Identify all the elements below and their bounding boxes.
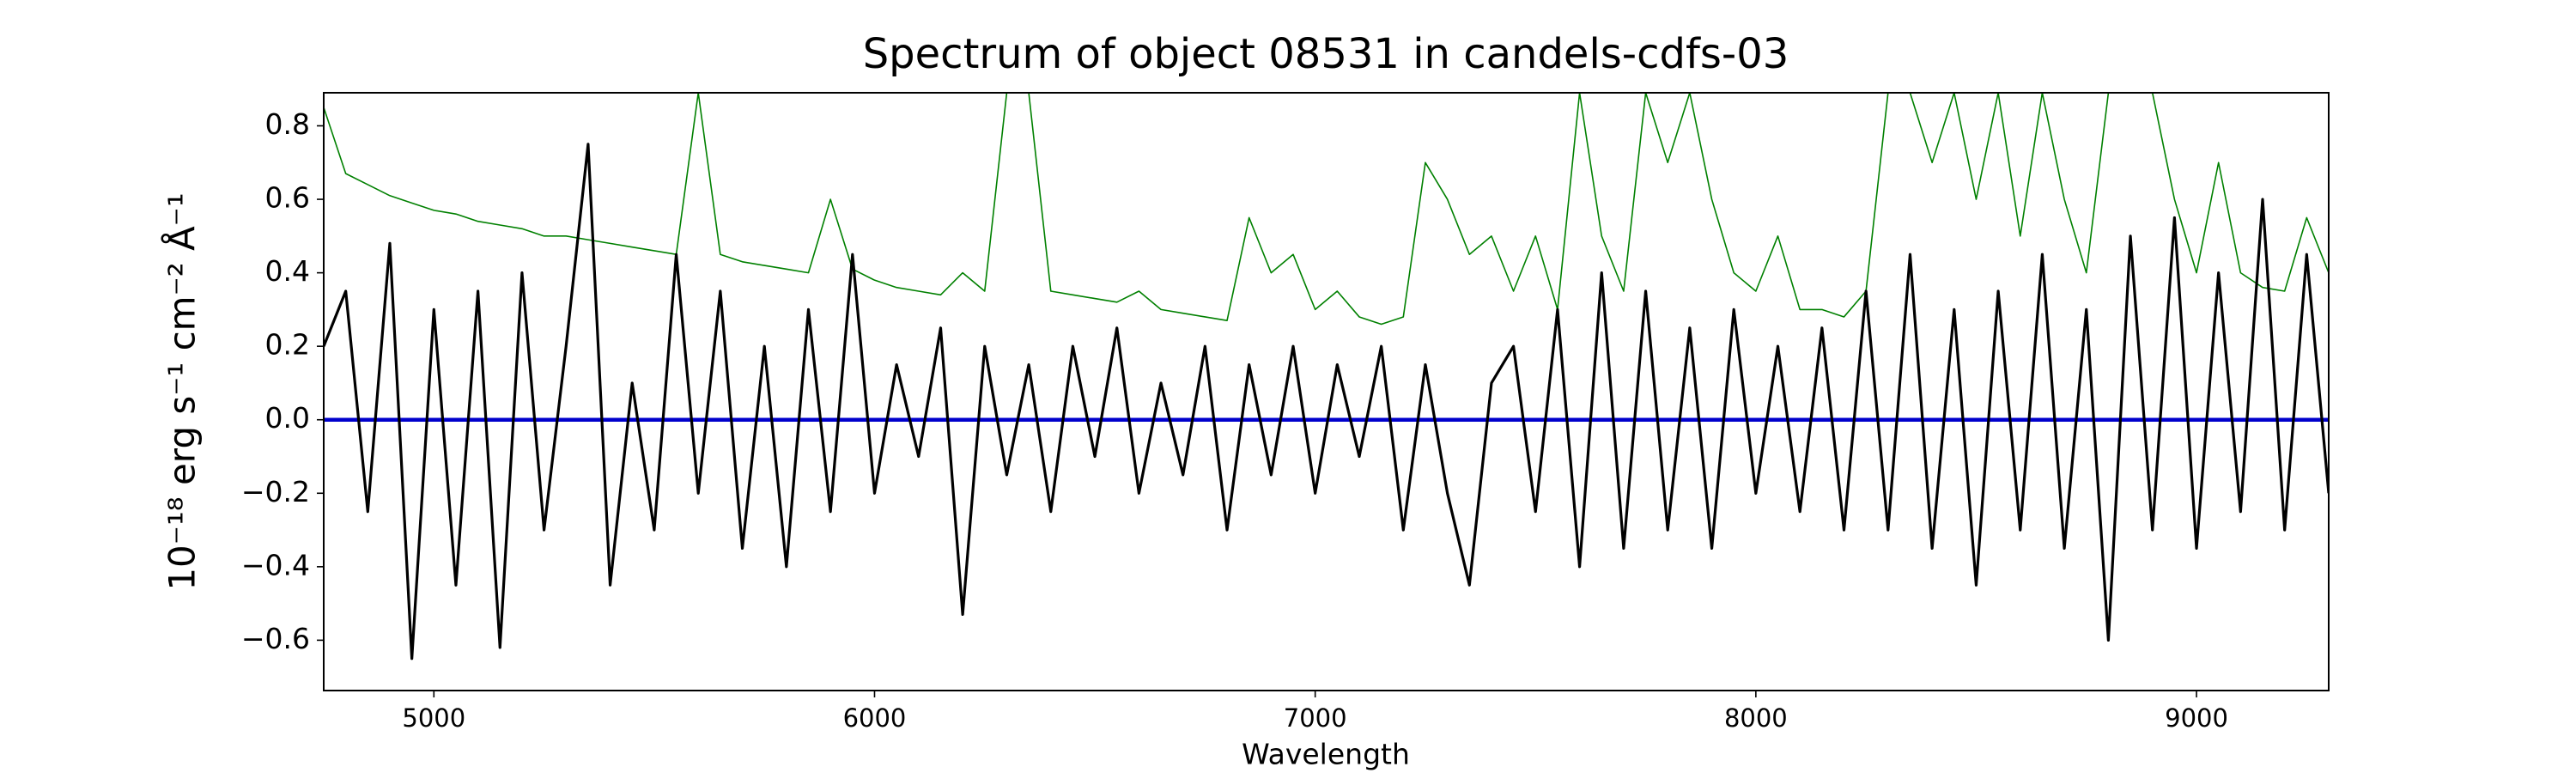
x-tick-label: 8000: [1724, 703, 1788, 733]
x-axis-label: Wavelength: [1242, 738, 1410, 771]
y-tick-label: 0.4: [265, 254, 310, 288]
y-axis-label: 10⁻¹⁸ erg s⁻¹ cm⁻² Å⁻¹: [161, 192, 204, 590]
y-tick-label: −0.6: [241, 622, 310, 655]
spectrum-line: [324, 143, 2329, 660]
x-tick-label: 9000: [2165, 703, 2228, 733]
y-tick-label: 0.8: [265, 107, 310, 141]
y-tick-label: −0.4: [241, 548, 310, 581]
chart-title: Spectrum of object 08531 in candels-cdfs…: [863, 30, 1789, 78]
y-tick-label: −0.2: [241, 475, 310, 508]
x-tick-label: 6000: [843, 703, 907, 733]
x-tick-label: 5000: [402, 703, 465, 733]
plot-frame: [323, 92, 2330, 691]
y-tick-label: 0.0: [265, 401, 310, 435]
spectrum-line: [324, 93, 2329, 326]
y-tick-label: 0.2: [265, 328, 310, 362]
y-tick-label: 0.6: [265, 181, 310, 215]
plot-lines: [324, 93, 2329, 660]
x-tick-label: 7000: [1284, 703, 1347, 733]
